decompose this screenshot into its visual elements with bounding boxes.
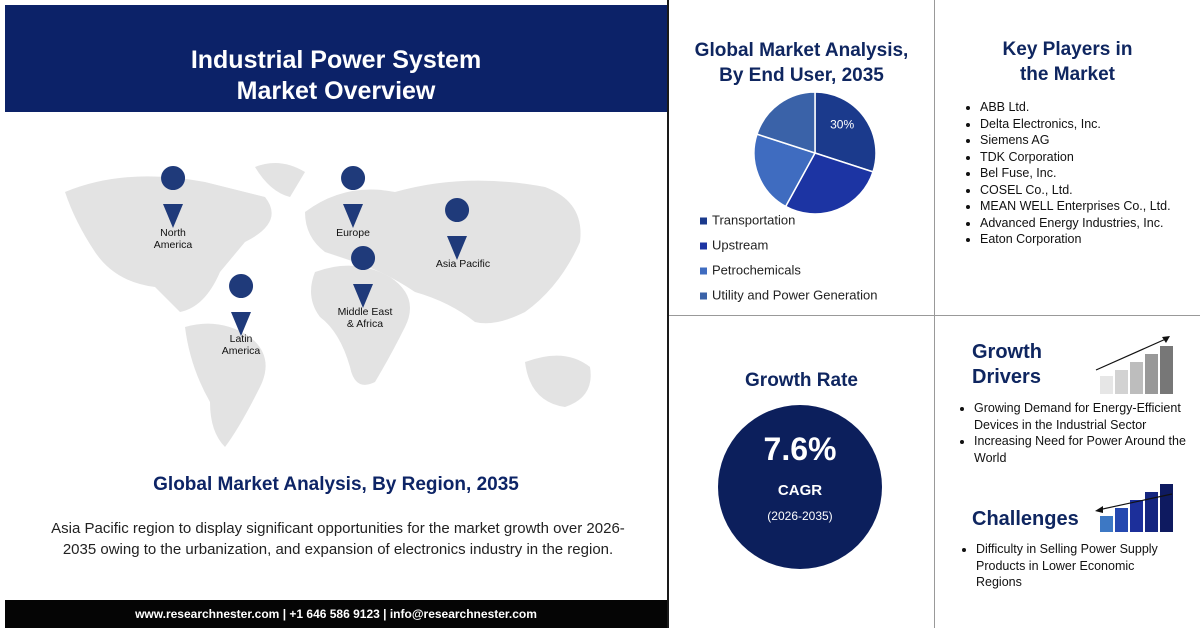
pin: [341, 166, 366, 228]
challenges-list: Difficulty in Selling Power Supply Produ…: [962, 541, 1176, 591]
key-players-list: ABB Ltd.Delta Electronics, Inc.Siemens A…: [966, 99, 1200, 248]
title: Global Market Analysis,: [694, 40, 909, 61]
title: Drivers: [972, 366, 1041, 388]
legend-label: Utility and Power Generation: [712, 287, 877, 302]
pie-chart: 30% Transportation Upstream Petrochemicals U…: [700, 91, 877, 302]
title: By End User, 2035: [719, 65, 884, 86]
list-item: Advanced Energy Industries, Inc.: [980, 215, 1200, 232]
list-item: Increasing Need for Power Around the Wor…: [974, 433, 1200, 466]
cagr-value: 7.6%: [763, 431, 837, 467]
divider: [669, 315, 1200, 316]
icon-bar: [1100, 376, 1113, 394]
list-item: Growing Demand for Energy-Efficient Devi…: [974, 400, 1200, 433]
map-label: Europe: [336, 227, 370, 239]
region-heading: Global Market Analysis, By Region, 2035: [153, 474, 519, 495]
icon-bar: [1115, 508, 1128, 532]
drivers-title: Growth Drivers: [972, 340, 1042, 390]
legend-swatch: [700, 242, 707, 250]
australia: [525, 355, 591, 407]
icon-bar: [1100, 516, 1113, 532]
eurasia: [305, 180, 581, 324]
pin: [161, 166, 186, 228]
challenges-title: Challenges: [972, 508, 1079, 530]
list-item: ABB Ltd.: [980, 99, 1200, 116]
icon-bar: [1160, 484, 1173, 532]
cagr-circle: 7.6% CAGR (2026-2035): [718, 405, 882, 569]
region-text: Asia Pacific region to display significa…: [51, 520, 625, 558]
map-label: Latin: [230, 333, 253, 345]
list-item: Bel Fuse, Inc.: [980, 165, 1200, 182]
growth-rate-title: Growth Rate: [745, 370, 858, 391]
drivers-icon: [1095, 336, 1173, 394]
cagr-period: (2026-2035): [767, 509, 833, 523]
africa: [311, 265, 410, 385]
title: the Market: [1019, 64, 1116, 85]
icon-bar: [1145, 354, 1158, 394]
cagr-label: CAGR: [777, 482, 823, 499]
data-label: 30%: [830, 117, 854, 131]
drivers-list: Growing Demand for Energy-Efficient Devi…: [960, 400, 1200, 466]
map-label: America: [154, 239, 193, 251]
legend-swatch: [700, 217, 707, 225]
pie-title: Global Market Analysis, By End User, 203…: [669, 38, 934, 88]
challenges-icon: [1095, 484, 1173, 532]
map-label: North: [160, 227, 186, 239]
pins: [161, 166, 470, 336]
pie-slice: [814, 91, 877, 173]
legend-swatch: [700, 292, 707, 300]
list-item: MEAN WELL Enterprises Co., Ltd.: [980, 198, 1200, 215]
list-item: COSEL Co., Ltd.: [980, 182, 1200, 199]
icon-bar: [1115, 370, 1128, 394]
pin: [229, 274, 254, 336]
icon-arrowhead: [1095, 506, 1103, 513]
legend-label: Transportation: [712, 212, 795, 227]
map-label: & Africa: [347, 318, 383, 330]
list-item: Delta Electronics, Inc.: [980, 116, 1200, 133]
divider: [667, 0, 669, 628]
pie-slice: [756, 91, 816, 155]
title: Industrial Power System: [190, 46, 482, 74]
icon-bar: [1145, 492, 1158, 532]
map-label: America: [222, 345, 261, 357]
icon-arrow: [1095, 337, 1169, 371]
pin: [351, 246, 376, 308]
footer: www.researchnester.com | +1 646 586 9123…: [5, 600, 667, 628]
pie-slice: [753, 133, 817, 208]
title: Market Overview: [236, 77, 436, 105]
north-america: [65, 176, 272, 312]
title: Key Players in: [1002, 39, 1133, 60]
header: Industrial Power System Market Overview: [5, 5, 667, 112]
divider: [934, 0, 935, 628]
greenland: [255, 163, 305, 197]
key-players-title: Key Players in the Market: [935, 37, 1200, 87]
legend-label: Upstream: [712, 237, 768, 252]
icon-bar: [1160, 346, 1173, 394]
list-item: TDK Corporation: [980, 149, 1200, 166]
legend-label: Petrochemicals: [712, 262, 801, 277]
list-item: Eaton Corporation: [980, 231, 1200, 248]
icon-bar: [1130, 362, 1143, 394]
legend-swatch: [700, 267, 707, 275]
icon-bar: [1130, 500, 1143, 532]
list-item: Siemens AG: [980, 132, 1200, 149]
south-america: [185, 323, 266, 447]
map-label: Asia Pacific: [436, 258, 490, 270]
map-label: Middle East: [338, 306, 393, 318]
icon-arrowhead: [1162, 336, 1170, 343]
continents: [65, 163, 591, 447]
title: Growth: [972, 341, 1042, 363]
icon-arrow: [1097, 493, 1173, 511]
pin: [445, 198, 470, 260]
list-item: Difficulty in Selling Power Supply Produ…: [976, 541, 1176, 591]
